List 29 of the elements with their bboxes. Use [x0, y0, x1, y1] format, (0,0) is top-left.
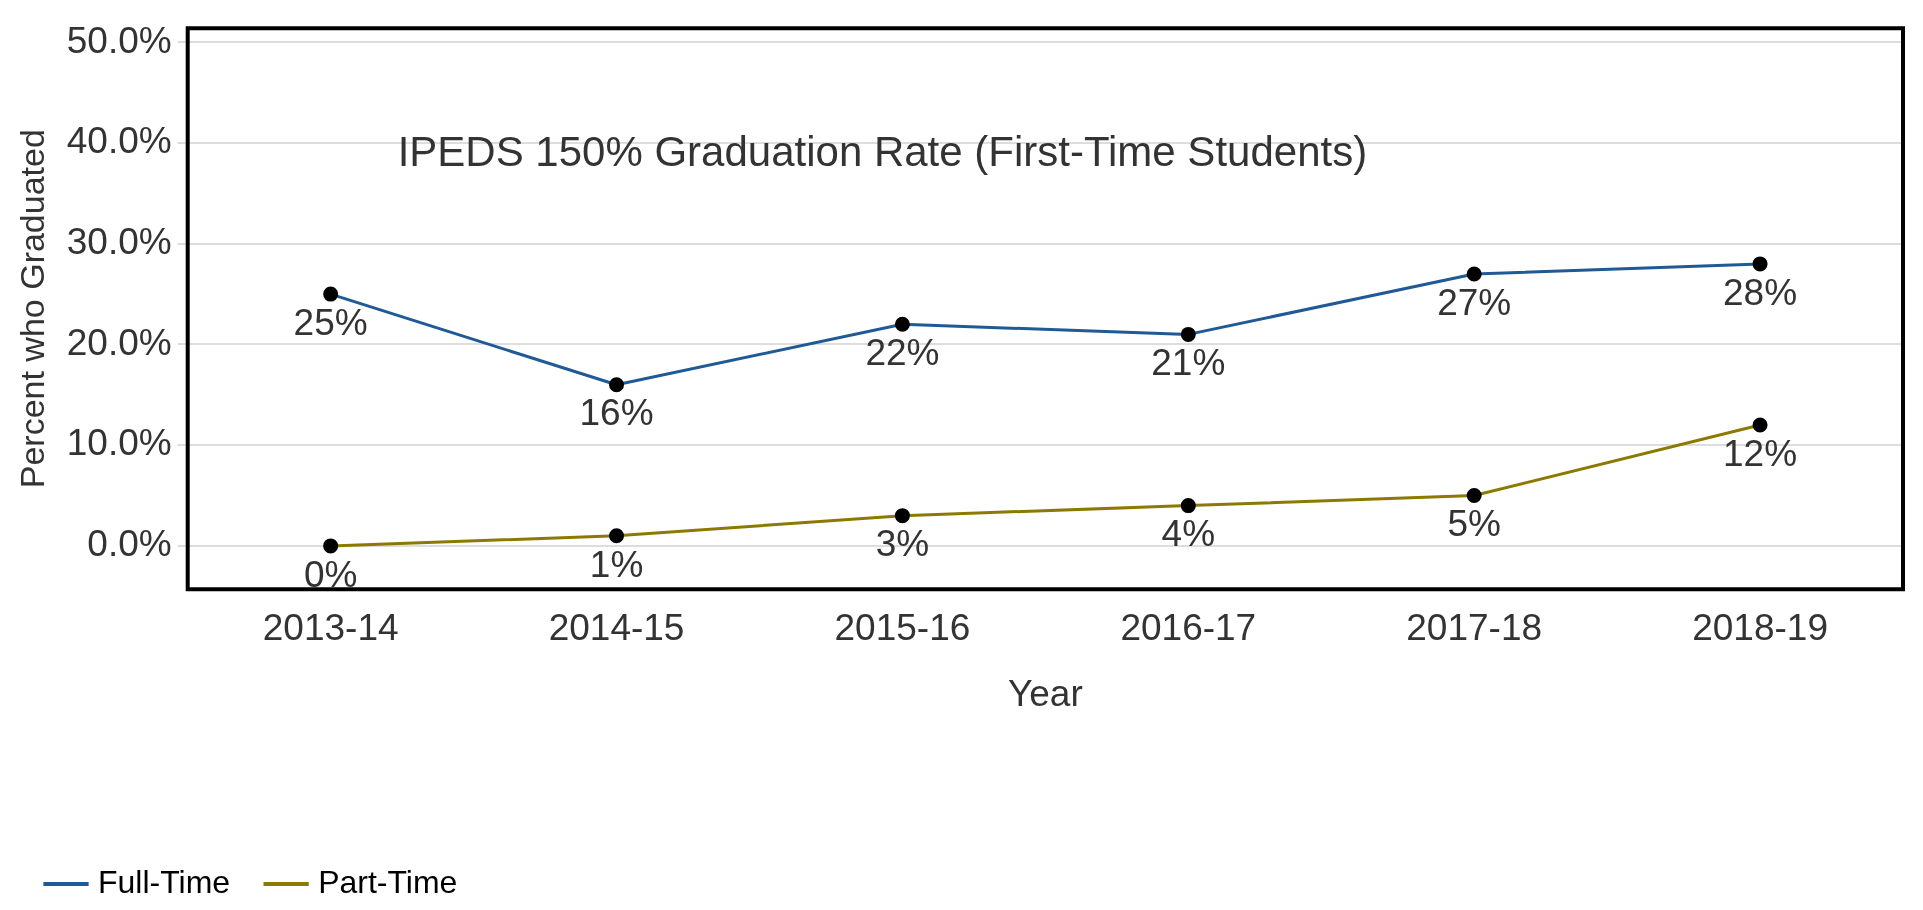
x-tick-label: 2015-16	[834, 606, 971, 648]
y-tick-label: 30.0%	[66, 220, 172, 262]
x-tick-label: 2018-19	[1692, 606, 1828, 648]
x-tick-label: 2017-18	[1406, 606, 1543, 648]
data-label: 12%	[1723, 432, 1798, 474]
text: IPEDS 150% Graduation Rate (First-Time Students)	[397, 127, 1368, 175]
x-tick-label: 2014-15	[548, 606, 685, 648]
y-tick-label: 0.0%	[87, 523, 172, 565]
y-tick-label: 40.0%	[66, 120, 172, 162]
data-label: 22%	[865, 332, 940, 374]
data-label: 21%	[1151, 342, 1226, 384]
y-tick-label: 20.0%	[66, 321, 172, 363]
y-tick-label: 50.0%	[66, 19, 172, 61]
data-label: 27%	[1437, 281, 1512, 323]
data-label: 4%	[1161, 513, 1216, 555]
y-tick-label: 10.0%	[66, 422, 172, 464]
data-label: 3%	[875, 523, 930, 565]
legend-label: Part-Time	[318, 863, 458, 900]
x-tick-label: 2016-17	[1120, 606, 1257, 648]
data-label: 1%	[589, 543, 644, 585]
data-label: 5%	[1447, 503, 1501, 545]
data-label: 16%	[579, 392, 654, 434]
legend-label: Full-Time	[98, 863, 231, 900]
data-label: 25%	[293, 301, 368, 343]
data-label: 28%	[1723, 271, 1798, 313]
y-axis-title: Percent who Graduated	[12, 129, 51, 489]
x-tick-label: 2013-14	[262, 606, 399, 648]
x-axis-title: Year	[1007, 673, 1083, 714]
data-label: 0%	[303, 553, 358, 595]
